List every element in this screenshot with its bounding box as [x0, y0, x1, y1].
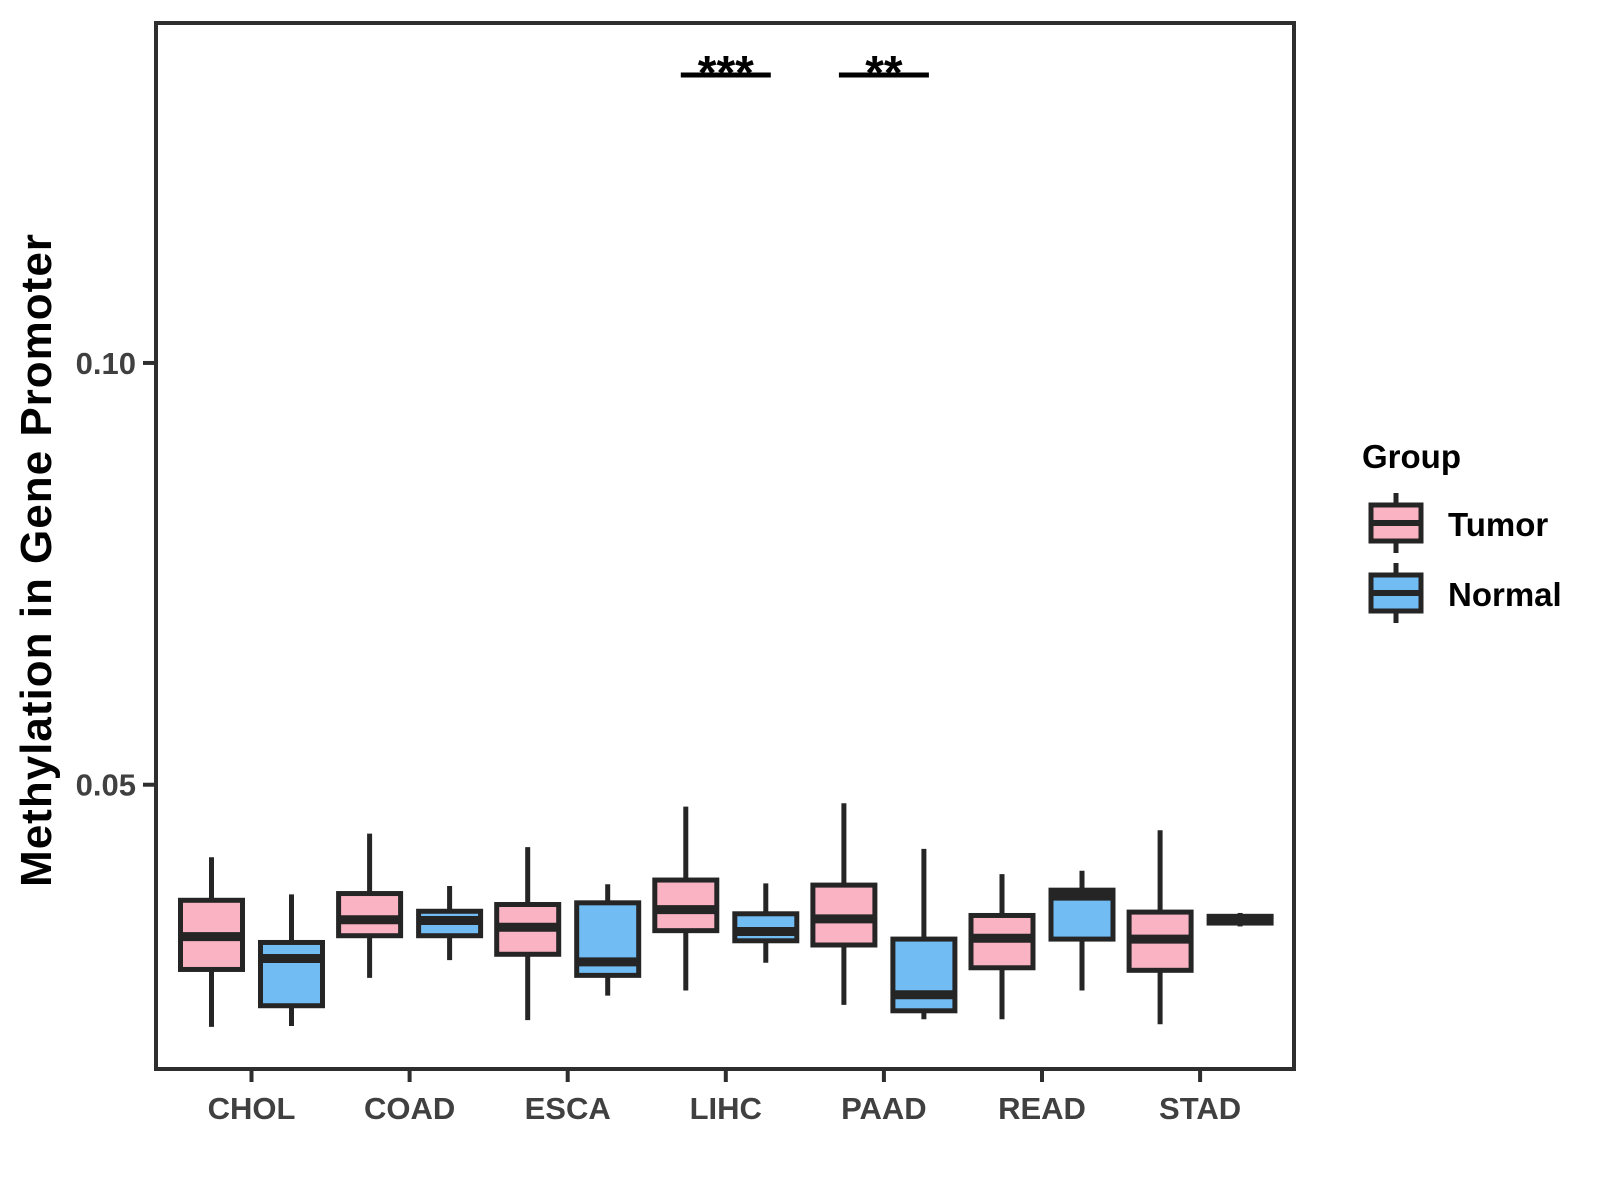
boxplot-stad-normal	[1206, 912, 1274, 927]
x-tick-label: STAD	[1159, 1091, 1241, 1126]
x-tick-label: LIHC	[690, 1091, 762, 1126]
legend-item-normal: Normal	[1336, 562, 1562, 629]
y-tick-label: 0.05	[76, 768, 136, 803]
boxplot-stad-tumor	[1126, 830, 1194, 1025]
plot-panel-border	[154, 21, 1296, 1071]
boxplot-esca-tumor	[494, 847, 562, 1021]
boxplot-chol-tumor	[178, 857, 245, 1027]
boxplot-chol-normal	[258, 894, 325, 1026]
normal-key-glyph	[1368, 562, 1424, 623]
legend-item-tumor: Tumor	[1336, 492, 1562, 559]
legend: Group Tumor Normal	[1336, 438, 1562, 634]
boxplot-lihc-normal	[732, 883, 800, 963]
y-tick-label: 0.10	[76, 346, 136, 381]
y-axis-title: Methylation in Gene Promoter	[12, 233, 61, 887]
x-tick-label: READ	[998, 1091, 1086, 1126]
x-tick-label: ESCA	[525, 1091, 611, 1126]
tumor-boxplot-key-icon	[1368, 492, 1424, 559]
x-tick-label: PAAD	[841, 1091, 927, 1126]
iqr-box	[890, 936, 958, 1014]
iqr-box	[258, 939, 325, 1009]
boxplot-coad-tumor	[336, 833, 404, 978]
iqr-box	[336, 891, 404, 939]
tumor-key-glyph	[1368, 492, 1424, 553]
boxplot-paad-normal	[890, 848, 958, 1020]
boxplot-paad-tumor	[810, 803, 878, 1005]
boxplot-esca-normal	[574, 884, 642, 996]
boxplot-read-normal	[1048, 870, 1116, 991]
significance-label: ***	[698, 47, 754, 100]
significance-label: **	[865, 47, 903, 100]
normal-boxplot-key-icon	[1368, 562, 1424, 629]
legend-label-normal: Normal	[1448, 576, 1562, 613]
legend-title: Group	[1362, 438, 1461, 475]
x-tick-label: COAD	[364, 1091, 455, 1126]
boxplot-read-tumor	[968, 874, 1036, 1020]
x-tick-label: CHOL	[208, 1091, 296, 1126]
boxplot-coad-normal	[416, 885, 484, 961]
boxplot-lihc-tumor	[652, 806, 720, 991]
legend-label-tumor: Tumor	[1448, 506, 1549, 543]
